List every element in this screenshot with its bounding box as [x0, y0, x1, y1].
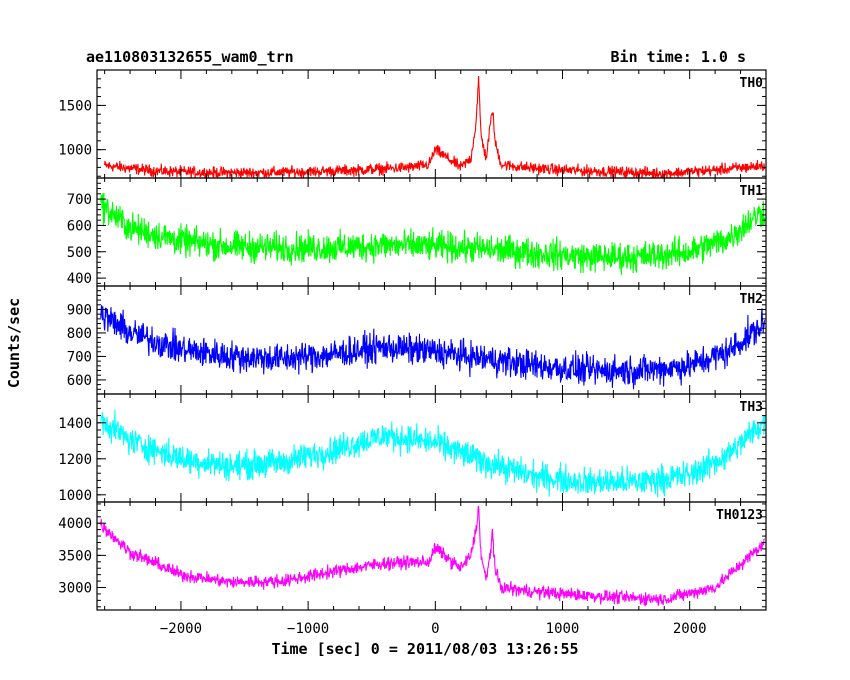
y-tick-label: 1400: [58, 416, 92, 432]
y-tick-label: 4000: [58, 516, 92, 532]
panel-label-th0: TH0: [740, 76, 764, 91]
panel-th0123: 3000 3500 4000 TH0123: [58, 501, 767, 611]
panel-th0: 1000 1500 TH0: [58, 69, 767, 179]
y-tick-label: 900: [67, 302, 92, 318]
panel-label-th2: TH2: [740, 292, 763, 307]
panel-frame: [96, 501, 767, 611]
x-axis-label: Time [sec] 0 = 2011/08/03 13:26:55: [271, 640, 578, 658]
panel-frame: [96, 285, 767, 395]
y-tick-label: 1000: [58, 143, 92, 159]
y-tick-label: 1000: [58, 488, 92, 504]
panels-group: 1000 1500 TH0 400 500 600 700 TH1 600 700 800 900 TH…: [58, 69, 767, 611]
chart-title: ae110803132655_wam0_trn: [86, 48, 294, 66]
panel-frame: [96, 69, 767, 179]
series-th0-line: [104, 75, 766, 178]
x-tick-labels: −2000 −1000 0 1000 2000: [160, 621, 707, 637]
x-tick-label: −2000: [160, 621, 202, 637]
panel-label-th0123: TH0123: [716, 508, 763, 523]
panel-label-th1: TH1: [740, 184, 764, 199]
series-th1-line: [100, 192, 766, 275]
y-tick-label: 1500: [58, 98, 92, 114]
y-tick-label: 3000: [58, 581, 92, 597]
y-tick-label: 700: [67, 349, 92, 365]
y-axis-label: Counts/sec: [5, 298, 23, 388]
y-tick-label: 500: [67, 245, 92, 261]
y-tick-label: 3500: [58, 548, 92, 564]
bin-time-label: Bin time: 1.0 s: [611, 48, 746, 66]
y-tick-label: 600: [67, 373, 92, 389]
panel-th2: 600 700 800 900 TH2: [67, 285, 767, 395]
y-tick-label: 600: [67, 218, 92, 234]
panel-th1: 400 500 600 700 TH1: [67, 177, 767, 287]
y-tick-label: 400: [67, 271, 92, 287]
series-th0123-line: [100, 505, 766, 607]
x-tick-label: 0: [431, 621, 439, 637]
panel-frame: [96, 177, 767, 287]
y-tick-label: 800: [67, 326, 92, 342]
series-th2-line: [100, 305, 766, 390]
series-th3-line: [100, 409, 766, 498]
x-tick-label: 2000: [673, 621, 707, 637]
panel-label-th3: TH3: [740, 400, 763, 415]
y-tick-label: 700: [67, 192, 92, 208]
y-tick-label: 1200: [58, 452, 92, 468]
x-tick-label: −1000: [287, 621, 329, 637]
x-tick-label: 1000: [546, 621, 580, 637]
panel-th3: 1000 1200 1400 TH3: [58, 393, 767, 504]
